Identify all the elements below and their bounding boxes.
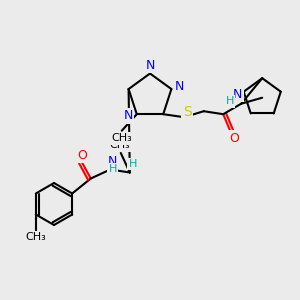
Text: O: O bbox=[230, 132, 239, 145]
Text: CH₃: CH₃ bbox=[26, 232, 46, 242]
Text: O: O bbox=[77, 149, 87, 162]
Text: CH₃: CH₃ bbox=[109, 140, 130, 151]
Text: N: N bbox=[124, 109, 133, 122]
Text: N: N bbox=[233, 88, 242, 100]
Text: N: N bbox=[175, 80, 184, 92]
Text: S: S bbox=[183, 105, 192, 119]
Text: N: N bbox=[108, 154, 117, 168]
Text: CH₃: CH₃ bbox=[111, 133, 132, 143]
Text: N: N bbox=[145, 58, 155, 72]
Text: H: H bbox=[129, 159, 137, 169]
Text: H: H bbox=[226, 96, 234, 106]
Text: H: H bbox=[109, 164, 117, 174]
